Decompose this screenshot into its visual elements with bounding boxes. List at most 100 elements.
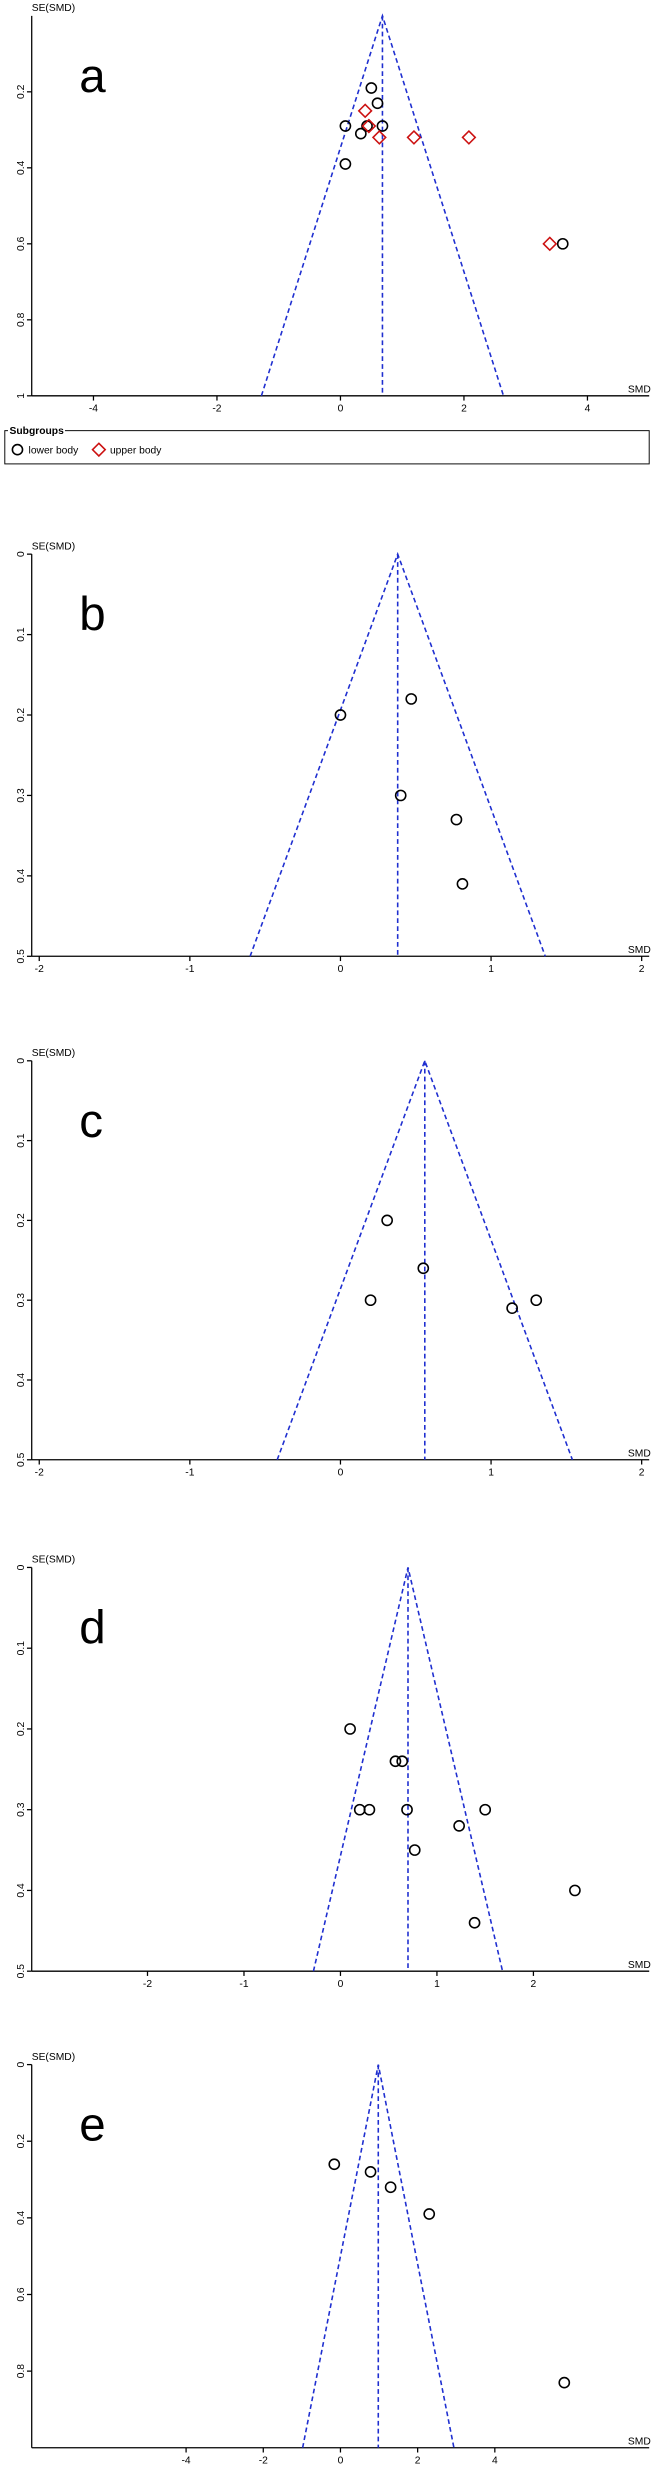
y-tick-label: 0.1 [16, 627, 27, 642]
x-tick-label: 0 [338, 404, 344, 415]
point [357, 103, 373, 119]
y-tick-label: 0 [16, 1058, 27, 1064]
funnel [260, 13, 505, 397]
y-tick-label: 0.4 [16, 160, 27, 175]
y-axis-label: SE(SMD) [32, 541, 75, 552]
x-tick-label: 4 [492, 2456, 498, 2467]
y-tick-label: 0.2 [16, 1722, 27, 1737]
legend-box [4, 430, 650, 465]
x-tick-label: -2 [35, 964, 44, 975]
y-tick-label: 1 [16, 393, 27, 399]
funnel [312, 1567, 504, 1972]
point [406, 129, 422, 145]
point [479, 1803, 492, 1816]
panel-label: d [79, 1601, 105, 1654]
funnel [301, 2064, 455, 2448]
x-tick-label: 0 [338, 1468, 344, 1479]
y-tick-label: 0 [16, 551, 27, 557]
y-axis-label: SE(SMD) [32, 2052, 75, 2063]
point [344, 1723, 356, 1735]
point [408, 1844, 421, 1856]
x-axis-label: SMD [628, 2437, 651, 2448]
y-tick-label: 0.2 [16, 708, 27, 723]
point [365, 82, 378, 94]
legend-marker [91, 442, 107, 458]
point [461, 129, 477, 145]
x-tick-label: -2 [143, 1979, 152, 1990]
panel-label: b [79, 588, 105, 641]
y-tick-label: 0.8 [16, 2364, 27, 2379]
x-tick-label: 2 [639, 1468, 645, 1479]
point [376, 120, 389, 132]
x-tick-label: -1 [185, 1468, 194, 1479]
point [339, 158, 352, 170]
point [468, 1916, 481, 1929]
y-tick-label: 0.6 [16, 2287, 27, 2302]
point [371, 129, 387, 145]
x-tick-label: -2 [212, 404, 221, 415]
x-axis-label: SMD [628, 1960, 651, 1971]
x-tick-label: -4 [182, 2456, 191, 2467]
panel-label: c [79, 1095, 103, 1148]
legend-title: Subgroups [10, 426, 65, 437]
x-tick-label: -1 [185, 964, 194, 975]
point [364, 2166, 377, 2178]
funnel [276, 1058, 574, 1461]
funnel [249, 551, 547, 957]
x-tick-label: -2 [259, 2456, 268, 2467]
point [456, 878, 469, 890]
y-tick-label: 0.3 [16, 1293, 27, 1308]
y-axis-label: SE(SMD) [32, 1048, 75, 1059]
y-tick-label: 0.3 [16, 788, 27, 803]
legend-label: upper body [110, 445, 162, 456]
y-tick-label: 0.4 [16, 1883, 27, 1898]
y-axis-label: SE(SMD) [32, 1555, 75, 1566]
point [556, 237, 569, 250]
y-tick-label: 0.8 [16, 312, 27, 327]
y-tick-label: 0.2 [16, 84, 27, 99]
x-axis-label: SMD [628, 1449, 651, 1460]
x-tick-label: 2 [415, 2456, 421, 2467]
x-tick-label: 2 [639, 964, 645, 975]
y-tick-label: 0 [16, 2061, 27, 2067]
y-tick-label: 0.1 [16, 1641, 27, 1656]
legend-marker [11, 443, 24, 456]
panel-label: a [79, 50, 106, 103]
point [396, 1755, 409, 1768]
x-tick-label: 1 [488, 964, 494, 975]
point [423, 2208, 436, 2220]
y-tick-label: 0.3 [16, 1802, 27, 1817]
point [363, 1803, 376, 1816]
point [389, 1755, 402, 1768]
y-tick-label: 0.4 [16, 868, 27, 883]
legend-label: lower body [29, 445, 80, 456]
x-axis-label: SMD [628, 385, 651, 396]
x-tick-label: 4 [585, 404, 591, 415]
point [450, 813, 463, 826]
y-tick-label: 0.5 [16, 1452, 27, 1467]
x-tick-label: -1 [239, 1979, 248, 1990]
point [506, 1302, 519, 1315]
x-tick-label: 2 [531, 1979, 537, 1990]
y-tick-label: 0 [16, 1564, 27, 1570]
y-tick-label: 0.4 [16, 2210, 27, 2225]
x-tick-label: -4 [89, 404, 98, 415]
point [542, 236, 558, 252]
point [530, 1294, 543, 1307]
point [364, 1294, 377, 1307]
point [361, 118, 377, 134]
y-tick-label: 0.2 [16, 2134, 27, 2149]
y-tick-label: 0.2 [16, 1213, 27, 1228]
y-tick-label: 0.6 [16, 236, 27, 251]
y-tick-label: 0.5 [16, 1964, 27, 1979]
point [401, 1803, 413, 1816]
point [334, 709, 347, 721]
point [339, 120, 352, 132]
point [558, 2376, 571, 2389]
point [328, 2158, 341, 2171]
point [354, 127, 367, 140]
x-tick-label: 2 [461, 404, 467, 415]
point [453, 1819, 465, 1832]
x-axis-label: SMD [628, 945, 651, 956]
